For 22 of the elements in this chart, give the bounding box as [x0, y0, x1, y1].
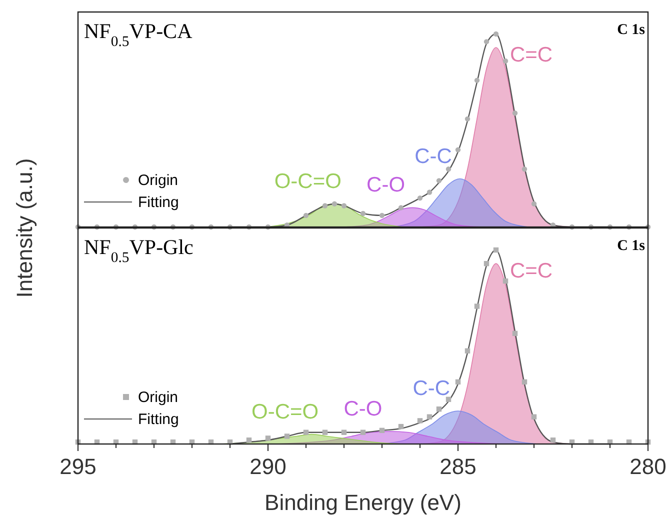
series-label: C=C — [510, 44, 553, 67]
series-label: O-C=O — [252, 400, 319, 424]
series-label: C-O — [344, 397, 382, 420]
legend-label: Origin — [138, 172, 178, 189]
x-tick-label: 280 — [630, 454, 666, 479]
x-axis-title: Binding Energy (eV) — [264, 490, 462, 515]
x-tick-label: 290 — [250, 454, 286, 479]
annotation: C 1s — [617, 238, 646, 254]
series-label: O-C=O — [274, 170, 342, 193]
legend-label: Origin — [138, 389, 178, 406]
annotation: NF$_{0.5}$VP-Glc — [84, 235, 194, 266]
series-label: C=C — [510, 260, 553, 283]
series-label: C-O — [366, 174, 406, 197]
series-label: C-C — [412, 377, 450, 400]
series-label: C-C — [414, 144, 452, 168]
x-tick-label: 285 — [440, 454, 476, 479]
annotation: NF$_{0.5}$VP-CA — [84, 19, 194, 50]
x-tick-label: 295 — [60, 454, 96, 479]
legend-label: Fitting — [138, 194, 179, 211]
legend-label: Fitting — [138, 411, 179, 428]
annotation: C 1s — [617, 22, 646, 38]
y-axis-title: Intensity (a.u.) — [12, 158, 37, 298]
